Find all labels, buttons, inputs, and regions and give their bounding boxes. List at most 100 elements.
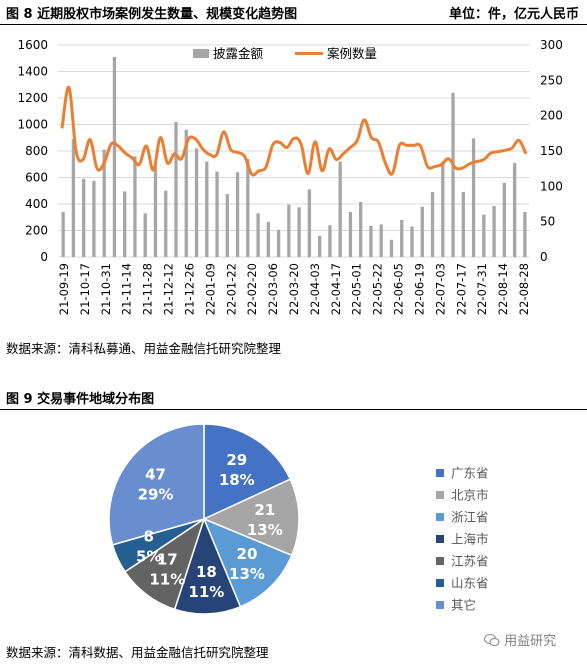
pie-legend-label: 上海市 <box>451 532 489 547</box>
y-left-tick-label: 1200 <box>17 91 48 105</box>
x-tick-label: 21-12-12 <box>162 263 176 315</box>
bar-disclosed-amount <box>502 182 506 257</box>
x-tick-label: 21-11-28 <box>141 263 155 315</box>
pie-value-label: 47 <box>145 465 166 483</box>
bar-disclosed-amount <box>523 211 527 257</box>
bar-disclosed-amount <box>420 206 424 257</box>
bar-disclosed-amount <box>441 161 445 257</box>
pie-percent-label: 11% <box>149 570 185 588</box>
bar-disclosed-amount <box>215 171 219 257</box>
x-tick-label: 22-01-09 <box>203 263 217 315</box>
x-tick-label: 22-04-17 <box>329 263 343 315</box>
watermark-text: 用益研究 <box>504 634 557 649</box>
pie-legend-label: 北京市 <box>451 488 489 503</box>
bar-disclosed-amount <box>153 165 158 257</box>
bar-disclosed-amount <box>410 226 414 257</box>
pie-percent-label: 13% <box>229 565 265 583</box>
pie-chart: 29 18% 21 13% 20 13% 18 11% 17 11% 8 5% 47 29% 广东省北京市… <box>108 423 489 615</box>
pie-slice <box>173 516 242 615</box>
y-right-tick-label: 0 <box>540 250 548 264</box>
x-tick-label: 22-08-14 <box>496 263 510 315</box>
bar-disclosed-amount <box>143 213 147 257</box>
x-tick-label: 21-10-31 <box>99 263 113 315</box>
y-right-tick-label: 250 <box>540 73 563 87</box>
bar-disclosed-amount <box>482 214 486 257</box>
bar-disclosed-amount <box>461 192 465 257</box>
x-tick-label: 22-03-20 <box>287 263 301 315</box>
bar-disclosed-amount <box>123 191 127 257</box>
y-left-tick-label: 1600 <box>17 38 48 52</box>
pie-percent-label: 5% <box>136 547 161 565</box>
bar-disclosed-amount <box>379 224 383 257</box>
x-tick-label: 22-07-17 <box>454 263 468 315</box>
pie-slice <box>108 423 205 546</box>
pie-legend-swatch <box>436 491 444 499</box>
y-right-tick-label: 150 <box>540 144 563 158</box>
figure9-source: 数据来源：清科数据、用益金融信托研究院整理 <box>6 645 269 660</box>
bar-disclosed-amount <box>82 178 86 257</box>
pie-legend-label: 江苏省 <box>451 554 489 569</box>
x-tick-label: 22-02-20 <box>245 263 259 315</box>
pie-percent-label: 18% <box>219 471 255 489</box>
pie-legend-swatch <box>436 579 444 587</box>
y-left-tick-label: 800 <box>25 144 48 158</box>
bar-disclosed-amount <box>389 239 394 257</box>
bar-disclosed-amount <box>328 225 332 257</box>
x-tick-label: 22-03-06 <box>266 263 280 315</box>
bar-disclosed-amount <box>205 161 209 257</box>
bar-disclosed-amount <box>174 121 178 257</box>
x-tick-label: 22-05-01 <box>350 263 364 315</box>
bar-disclosed-amount <box>92 180 96 257</box>
pie-value-label: 17 <box>157 550 178 568</box>
y-left-tick-label: 0 <box>40 250 48 264</box>
legend-label-disclosed-amount: 披露金额 <box>213 46 264 61</box>
x-tick-label: 21-12-26 <box>182 263 196 315</box>
figure8-source: 数据来源：清科私募通、用益金融信托研究院整理 <box>6 341 282 356</box>
legend-swatch-disclosed-amount <box>193 49 209 58</box>
bar-disclosed-amount <box>133 156 137 257</box>
bar-disclosed-amount <box>246 158 250 257</box>
y-left-tick-label: 200 <box>25 224 48 238</box>
x-tick-label: 21-10-17 <box>78 263 92 315</box>
y-right-tick-label: 200 <box>540 109 563 123</box>
bar-disclosed-amount <box>61 211 65 257</box>
x-tick-label: 22-07-31 <box>475 263 489 315</box>
y-left-tick-label: 400 <box>25 197 48 211</box>
x-tick-label: 21-09-19 <box>57 263 71 315</box>
pie-value-label: 21 <box>254 501 275 519</box>
chart-legend: 披露金额 案例数量 <box>193 46 377 61</box>
legend-label-case-count: 案例数量 <box>327 46 377 61</box>
series-line-case-count <box>60 85 528 177</box>
pie-legend-label: 浙江省 <box>451 510 489 525</box>
pie-slice <box>202 478 300 557</box>
figure8-unit-label: 单位：件，亿元人民币 <box>448 7 579 22</box>
y-right-tick-label: 50 <box>540 215 555 229</box>
bar-disclosed-amount <box>307 189 312 257</box>
x-tick-label: 22-07-03 <box>433 263 447 315</box>
pie-value-label: 18 <box>196 563 217 581</box>
y-left-tick-label: 1000 <box>17 118 48 132</box>
figure9-title: 图 9 交易事件地域分布图 <box>6 392 155 407</box>
bar-disclosed-amount <box>512 162 517 257</box>
x-tick-label: 22-04-03 <box>308 263 322 315</box>
bar-disclosed-amount <box>297 207 301 257</box>
bar-disclosed-amount <box>266 221 270 257</box>
bar-disclosed-amount <box>184 129 188 257</box>
pie-value-label: 29 <box>226 451 247 469</box>
bar-disclosed-amount <box>369 225 373 257</box>
bar-disclosed-amount <box>256 213 260 257</box>
y-left-tick-label: 600 <box>25 171 48 185</box>
pie-percent-label: 13% <box>247 521 283 539</box>
bar-disclosed-amount <box>400 219 404 257</box>
bar-disclosed-amount <box>194 148 199 257</box>
bar-disclosed-amount <box>235 172 240 257</box>
y-right-tick-label: 100 <box>540 179 563 193</box>
wechat-icon <box>483 633 500 647</box>
y-left-tick-label: 1400 <box>17 65 48 79</box>
pie-value-label: 20 <box>237 545 258 563</box>
bar-disclosed-amount <box>102 149 106 257</box>
bar-disclosed-amount <box>359 202 363 257</box>
bar-disclosed-amount <box>492 205 496 257</box>
watermark: 用益研究 <box>483 630 557 649</box>
bar-disclosed-amount <box>276 229 281 257</box>
